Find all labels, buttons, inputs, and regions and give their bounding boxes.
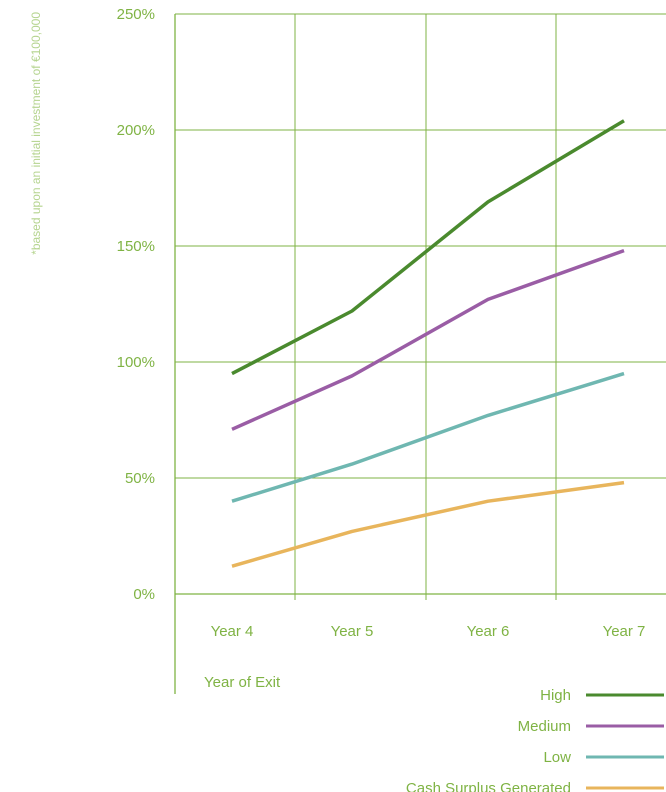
legend-label: Low [543,749,571,766]
grid-lines [175,13,666,600]
series-line-cash-surplus-generated [231,480,625,568]
x-tick-label: Year 7 [603,623,646,640]
legend-label: High [540,687,571,704]
legend: High Medium Low Cash Surplus Generated [406,687,664,792]
series-line-medium [231,248,625,431]
y-tick-label: 250% [117,6,155,23]
series-line-low [231,371,625,503]
series-lines [231,119,625,568]
investment-note: *based upon an initial investment of €10… [29,12,43,255]
x-axis-title: Year of Exit [204,674,281,691]
y-tick-label: 150% [117,238,155,255]
series-line-high [231,119,625,376]
x-tick-label: Year 6 [467,623,510,640]
x-tick-labels: Year 4 Year 5 Year 6 Year 7 [211,623,646,640]
y-tick-label: 200% [117,122,155,139]
legend-label: Medium [518,718,571,735]
y-tick-label: 50% [125,470,155,487]
x-tick-label: Year 4 [211,623,254,640]
y-tick-label: 100% [117,354,155,371]
x-tick-label: Year 5 [331,623,374,640]
y-tick-labels: 0% 50% 100% 150% 200% 250% [117,6,155,603]
legend-label: Cash Surplus Generated [406,780,571,792]
y-tick-label: 0% [133,586,155,603]
